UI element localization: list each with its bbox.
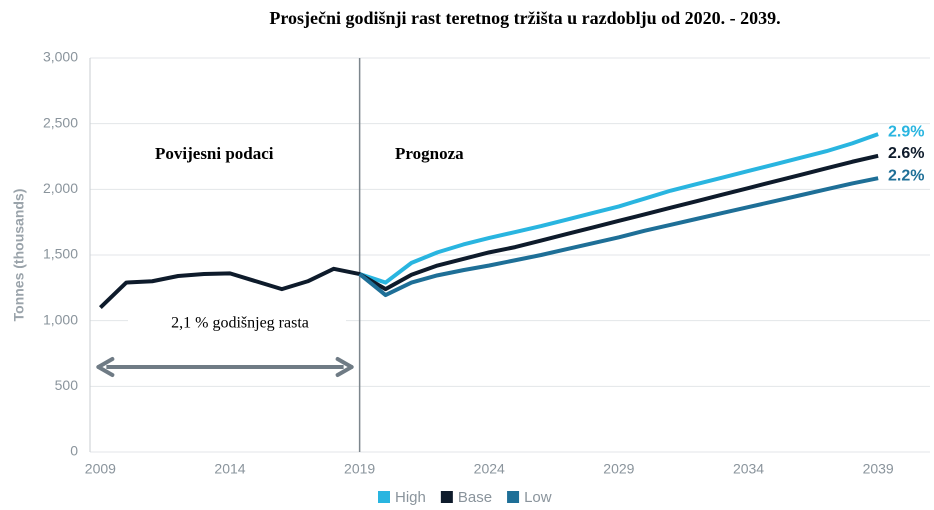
y-tick-label: 1,000: [43, 311, 78, 327]
arrow-head: [96, 357, 115, 377]
x-tick-label: 2019: [344, 461, 375, 477]
annotation: Prognoza: [395, 144, 464, 163]
y-tick-label: 3,000: [43, 49, 78, 65]
x-tick-label: 2009: [85, 461, 116, 477]
end-label: 2.6%: [888, 145, 924, 162]
y-tick-label: 2,500: [43, 114, 78, 130]
x-tick-label: 2029: [603, 461, 634, 477]
series-line: [98, 153, 879, 309]
legend-label: Low: [524, 489, 552, 506]
x-tick-label: 2034: [733, 461, 764, 477]
chart-title: Prosječni godišnji rast teretnog tržišta…: [269, 8, 780, 28]
y-tick-label: 1,500: [43, 246, 78, 262]
series-line: [358, 176, 879, 298]
legend-label: High: [395, 489, 426, 506]
end-label: 2.2%: [888, 167, 924, 184]
plot: 0 500 1,000 1,500 2,000 2,500 3,000 2009 2014 201…: [43, 49, 930, 506]
legend-swatch: [440, 491, 453, 503]
series-line: [359, 132, 879, 285]
annotation-box: [128, 305, 346, 345]
end-label: 2.9%: [888, 123, 924, 140]
x-tick-label: 2024: [474, 461, 505, 477]
arrow-head: [335, 357, 354, 377]
y-tick-label: 0: [70, 443, 78, 459]
y-tick-label: 2,000: [43, 180, 78, 196]
x-tick-label: 2014: [214, 461, 245, 477]
legend-label: Base: [458, 489, 492, 506]
y-axis-label: Tonnes (thousands): [11, 189, 27, 322]
x-tick-label: 2039: [863, 461, 894, 477]
annotation: 2,1 % godišnjeg rasta: [171, 315, 309, 332]
y-tick-label: 500: [55, 377, 79, 393]
annotation: Povijesni podaci: [155, 144, 274, 163]
legend-swatch: [378, 491, 390, 503]
legend-swatch: [507, 491, 520, 503]
